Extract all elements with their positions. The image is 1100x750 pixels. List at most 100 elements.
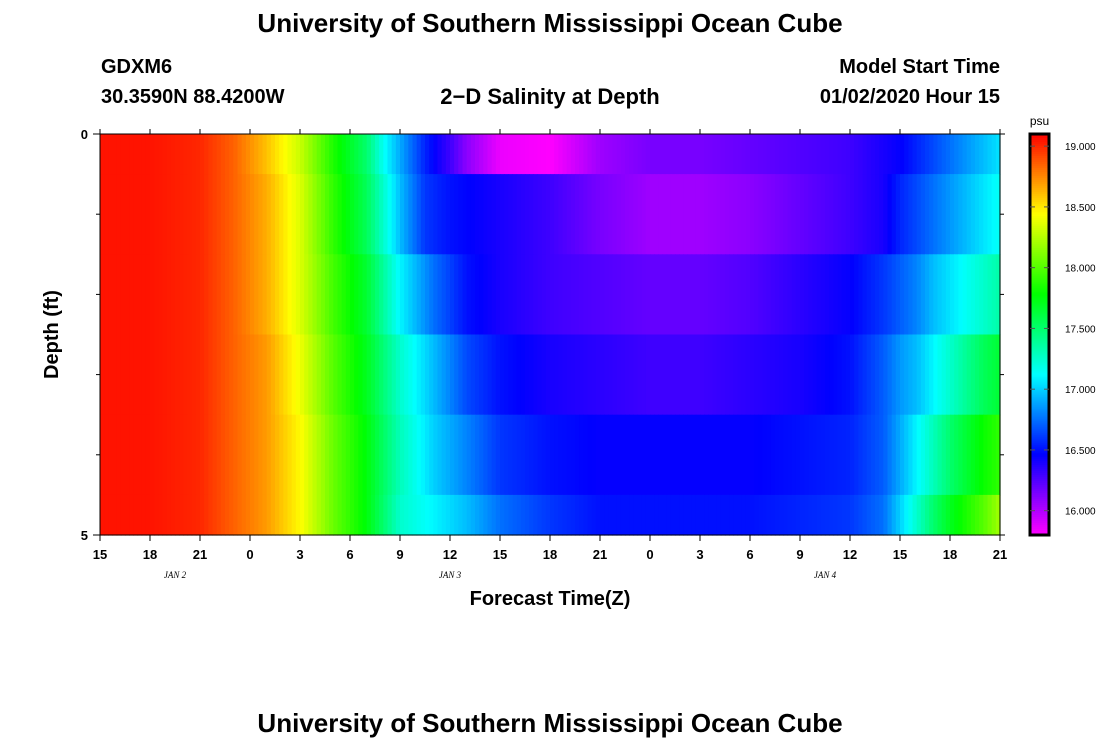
heatmap-cell — [591, 414, 597, 496]
heatmap-cell — [200, 134, 205, 175]
heatmap-cell — [512, 414, 518, 496]
x-tick-label: 3 — [696, 547, 703, 562]
heatmap-cell — [841, 134, 847, 175]
heatmap-cell — [116, 254, 122, 336]
heatmap-cell — [145, 174, 151, 255]
heatmap-cell — [408, 414, 414, 496]
heatmap-cell — [283, 414, 289, 496]
heatmap-cell — [562, 494, 568, 536]
heatmap-cell — [570, 134, 576, 175]
heatmap-cell — [241, 334, 247, 416]
heatmap-cell — [625, 134, 630, 175]
heatmap-cell — [970, 414, 976, 496]
colorbar-segment — [1030, 294, 1049, 297]
heatmap-cell — [579, 414, 584, 496]
heatmap-cell — [945, 254, 951, 336]
heatmap-cell — [266, 254, 272, 336]
heatmap-cell — [245, 334, 251, 416]
heatmap-cell — [600, 254, 605, 336]
heatmap-cell — [483, 414, 489, 496]
heatmap-cell — [720, 334, 726, 416]
colorbar-segment — [1030, 470, 1049, 474]
heatmap-cell — [183, 254, 189, 336]
heatmap-cell — [108, 494, 114, 536]
heatmap-cell — [683, 334, 689, 416]
heatmap-cell — [462, 174, 468, 255]
heatmap-cell — [479, 334, 484, 416]
heatmap-cell — [729, 134, 734, 175]
date-label: JAN 2 — [164, 570, 187, 580]
colorbar-segment — [1030, 336, 1049, 340]
colorbar-segment — [1030, 414, 1049, 418]
heatmap-cell — [500, 494, 505, 536]
heatmap-cell — [687, 134, 693, 175]
heatmap-cell — [775, 134, 780, 175]
heatmap-cell — [358, 334, 364, 416]
heatmap-cell — [716, 254, 722, 336]
colorbar-segment — [1030, 436, 1049, 440]
heatmap-cell — [658, 174, 664, 255]
heatmap-cell — [975, 134, 980, 175]
heatmap-cell — [616, 134, 622, 175]
heatmap-cell — [895, 134, 901, 175]
heatmap-cell — [133, 494, 139, 536]
heatmap-cell — [566, 334, 572, 416]
heatmap-cell — [120, 254, 126, 336]
heatmap-cell — [895, 494, 901, 536]
heatmap-cell — [229, 134, 234, 175]
heatmap-cell — [270, 254, 276, 336]
heatmap-cell — [416, 254, 422, 336]
heatmap-cell — [170, 494, 176, 536]
heatmap-cell — [866, 174, 872, 255]
heatmap-cell — [720, 174, 726, 255]
colorbar-segment — [1030, 386, 1049, 390]
heatmap-cell — [941, 134, 947, 175]
heatmap-cell — [920, 254, 926, 336]
heatmap-cell — [554, 414, 559, 496]
heatmap-cell — [958, 254, 964, 336]
heatmap-cell — [641, 254, 647, 336]
colorbar-segment — [1030, 518, 1049, 522]
colorbar-segment — [1030, 236, 1049, 239]
colorbar-segment — [1030, 278, 1049, 281]
heatmap-cell — [975, 334, 980, 416]
heatmap-cell — [787, 414, 793, 496]
heatmap-cell — [516, 254, 522, 336]
heatmap-cell — [745, 134, 751, 175]
colorbar-segment — [1030, 160, 1049, 163]
heatmap-cell — [195, 334, 201, 416]
heatmap-cell — [495, 254, 501, 336]
colorbar-segment — [1030, 166, 1049, 169]
heatmap-cell — [450, 334, 455, 416]
heatmap-cell — [754, 134, 759, 175]
heatmap-cell — [775, 174, 780, 255]
heatmap-cell — [225, 134, 230, 175]
heatmap-cell — [375, 174, 380, 255]
heatmap-cell — [700, 494, 705, 536]
heatmap-cell — [700, 134, 705, 175]
heatmap-cell — [379, 254, 384, 336]
heatmap-cell — [570, 414, 576, 496]
heatmap-cell — [750, 254, 755, 336]
colorbar-segment — [1030, 464, 1049, 468]
heatmap-cell — [466, 414, 472, 496]
heatmap-cell — [120, 174, 126, 255]
heatmap-cell — [762, 414, 768, 496]
colorbar-segment — [1030, 418, 1049, 422]
heatmap-cell — [858, 134, 864, 175]
heatmap-cell — [129, 494, 134, 536]
heatmap-cell — [670, 414, 676, 496]
heatmap-cell — [645, 494, 651, 536]
heatmap-cell — [404, 134, 409, 175]
colorbar-segment — [1030, 372, 1049, 376]
heatmap-cell — [100, 254, 105, 336]
heatmap-cell — [204, 254, 209, 336]
heatmap-cell — [866, 414, 872, 496]
heatmap-cell — [800, 174, 805, 255]
heatmap-cell — [816, 134, 822, 175]
heatmap-cell — [162, 254, 168, 336]
heatmap-cell — [470, 174, 476, 255]
colorbar-segment — [1030, 398, 1049, 402]
heatmap-cell — [437, 134, 443, 175]
